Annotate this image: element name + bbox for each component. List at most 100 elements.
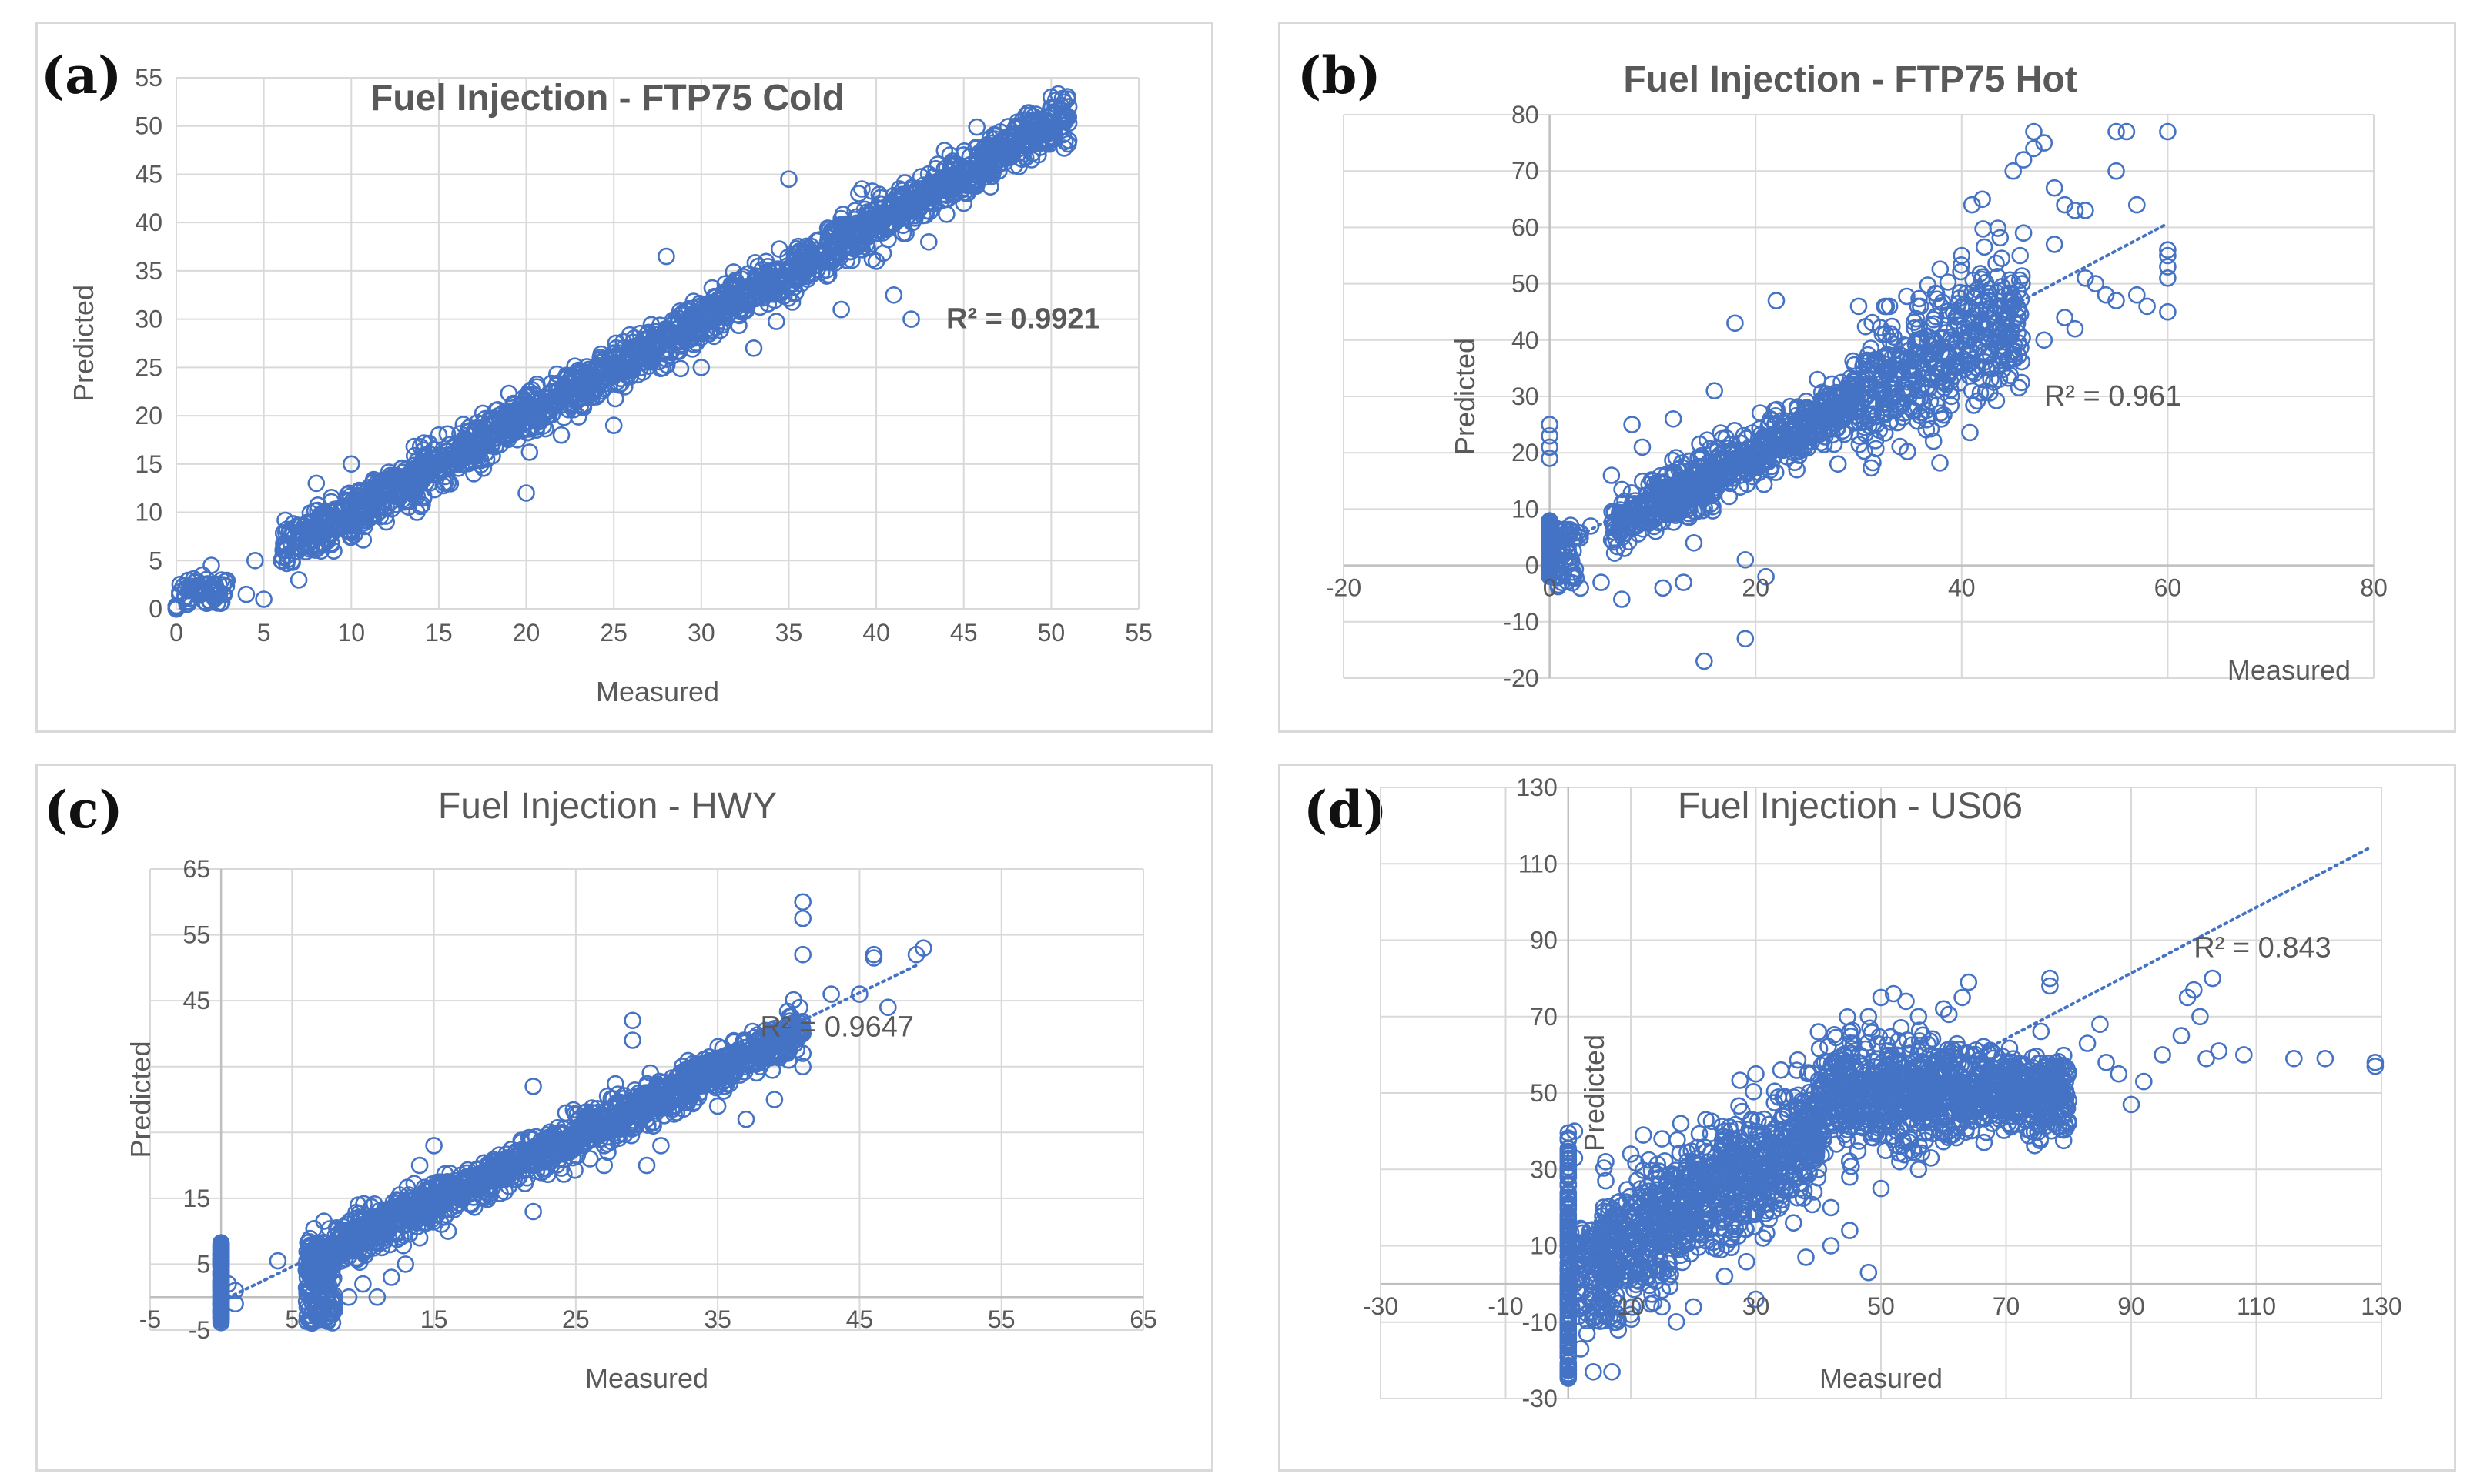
data-point xyxy=(737,278,755,296)
panel-c: (c) -5 5 15 25 35 45 55 65 -5 5 15 45 55 65 Fuel Injec… xyxy=(35,764,1213,1472)
data-point xyxy=(991,123,1009,141)
data-point xyxy=(1720,487,1739,506)
data-point xyxy=(2005,296,2023,314)
data-point xyxy=(420,445,438,463)
data-point xyxy=(989,136,1008,155)
data-point xyxy=(2159,269,2177,287)
data-point xyxy=(898,209,916,226)
data-point xyxy=(246,551,264,570)
data-point xyxy=(788,239,806,258)
data-point xyxy=(387,496,406,513)
data-point xyxy=(325,542,343,560)
data-point xyxy=(1993,277,2011,296)
data-point xyxy=(1993,348,2012,366)
data-point xyxy=(1788,439,1806,457)
data-point xyxy=(684,340,701,358)
data-point xyxy=(326,511,345,530)
y-tick-label: 25 xyxy=(135,353,162,381)
panel-b: (b) -20 0 20 40 60 80 -20 -10 0 10 20 30 40 50 60 70 80 F… xyxy=(1278,22,2456,733)
data-point xyxy=(2097,286,2115,304)
data-point xyxy=(1612,505,1631,523)
data-point xyxy=(1931,454,1949,472)
data-point xyxy=(792,275,810,293)
data-point xyxy=(1645,476,1664,493)
data-point xyxy=(1956,299,1974,317)
data-point xyxy=(1030,135,1049,152)
data-point xyxy=(1870,421,1889,440)
data-point xyxy=(364,473,382,491)
data-point xyxy=(529,394,547,413)
data-point xyxy=(1701,440,1719,458)
data-point xyxy=(500,384,518,403)
data-point xyxy=(850,185,868,202)
data-point xyxy=(911,182,929,201)
data-point xyxy=(818,267,835,285)
data-point xyxy=(2159,302,2177,321)
data-point xyxy=(593,1118,611,1135)
x-axis-label: Measured xyxy=(596,676,719,707)
data-point xyxy=(725,273,744,292)
data-point xyxy=(781,1012,798,1031)
data-point xyxy=(491,417,510,436)
data-point xyxy=(1939,273,1957,291)
data-point xyxy=(1862,339,1880,357)
data-point xyxy=(552,426,571,444)
data-point xyxy=(862,225,879,243)
y-tick-label: 40 xyxy=(1511,326,1539,354)
data-point xyxy=(1864,405,1883,423)
data-point xyxy=(1755,475,1773,493)
data-point xyxy=(709,313,728,331)
r-squared-annotation: R² = 0.961 xyxy=(2044,380,2182,413)
data-point xyxy=(799,259,818,277)
data-point xyxy=(202,556,220,574)
data-point xyxy=(1871,319,1889,336)
data-point xyxy=(1876,405,1895,423)
data-point xyxy=(1991,229,2010,247)
data-point xyxy=(1719,470,1736,488)
data-point xyxy=(2159,258,2177,276)
y-tick-label: 5 xyxy=(149,546,162,574)
data-point xyxy=(955,194,972,212)
data-point xyxy=(510,407,529,426)
x-tick-label: 55 xyxy=(1125,619,1153,647)
data-point xyxy=(972,155,990,174)
data-point xyxy=(400,493,419,510)
data-point xyxy=(2013,373,2030,392)
data-point xyxy=(1892,346,1909,365)
data-point xyxy=(423,1210,442,1228)
data-point xyxy=(2045,236,2063,253)
data-point xyxy=(273,551,290,570)
data-point xyxy=(1691,435,1709,453)
data-point xyxy=(360,510,378,528)
data-point xyxy=(2014,151,2033,169)
data-point xyxy=(671,337,690,355)
data-point xyxy=(698,308,717,326)
y-tick-label: 45 xyxy=(135,160,162,188)
x-tick-label: 20 xyxy=(513,619,541,647)
data-point xyxy=(1704,497,1722,516)
x-tick-label: 5 xyxy=(257,619,271,647)
data-point xyxy=(615,378,634,396)
data-point xyxy=(1664,409,1682,428)
data-point xyxy=(935,172,954,190)
data-point xyxy=(1968,392,1986,410)
data-point xyxy=(366,1223,384,1242)
data-point xyxy=(412,497,430,516)
data-point xyxy=(1644,472,1662,490)
data-point xyxy=(921,183,939,201)
data-point xyxy=(1788,398,1806,416)
data-point xyxy=(350,1205,368,1223)
chart-title: Fuel Injection - FTP75 Hot xyxy=(1623,59,2077,100)
data-point xyxy=(888,188,906,206)
data-point xyxy=(1766,463,1785,481)
data-point xyxy=(786,283,805,302)
data-point xyxy=(520,443,539,461)
data-point xyxy=(1623,416,1641,433)
panel-letter: (a) xyxy=(41,45,122,105)
data-point xyxy=(2056,309,2073,326)
data-point xyxy=(1933,293,1952,312)
panel-a: (a) 0 5 10 15 20 25 30 35 40 45 50 55 0 5 10 15 20 25 30 35… xyxy=(35,22,1213,733)
data-point xyxy=(1858,376,1876,395)
data-point xyxy=(1961,423,1979,442)
data-point xyxy=(735,1044,754,1062)
